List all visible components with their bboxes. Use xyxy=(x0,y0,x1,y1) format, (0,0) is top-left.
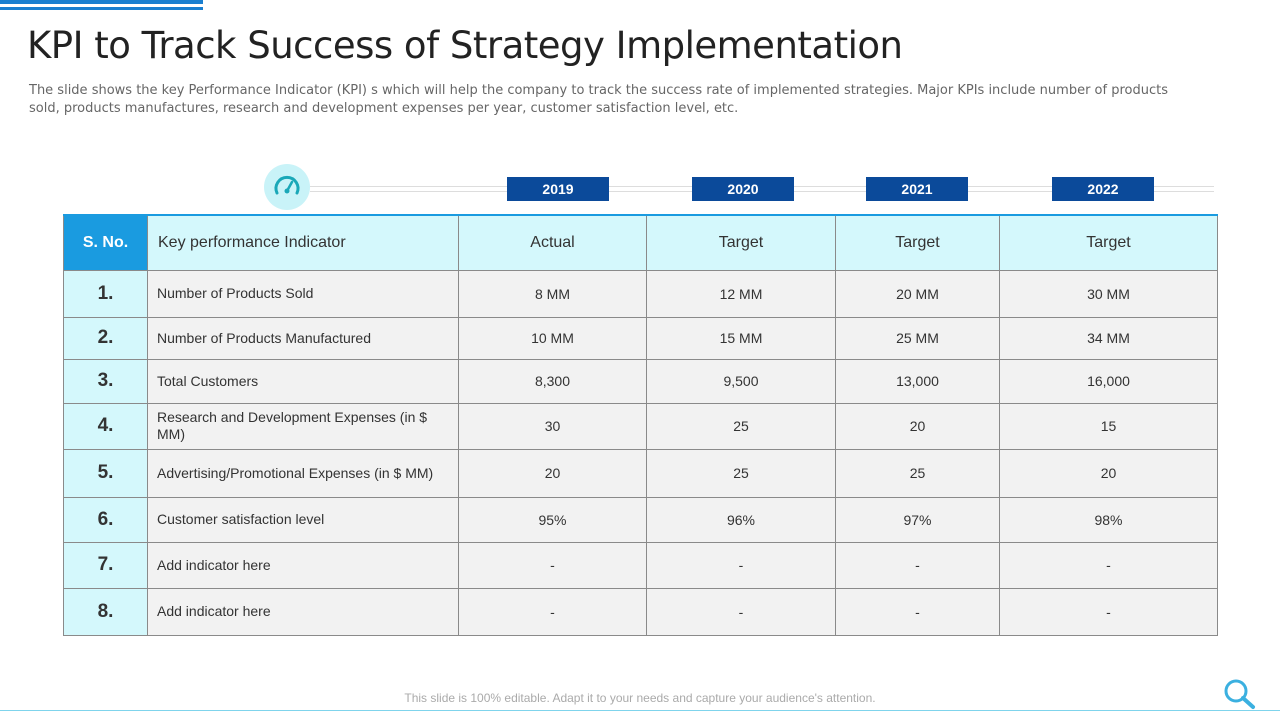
table-row: 6. Customer satisfaction level 95% 96% 9… xyxy=(63,496,1218,543)
cell-value: - xyxy=(646,541,836,589)
footer-divider xyxy=(0,710,1280,711)
table-row: 5. Advertising/Promotional Expenses (in … xyxy=(63,448,1218,498)
cell-value: 20 MM xyxy=(835,269,1000,318)
row-indicator: Advertising/Promotional Expenses (in $ M… xyxy=(147,448,459,498)
cell-value: 25 xyxy=(646,402,836,450)
header-target-2020: Target xyxy=(646,214,836,271)
top-accent-bar xyxy=(0,0,203,4)
row-indicator: Research and Development Expenses (in $ … xyxy=(147,402,459,450)
row-indicator: Add indicator here xyxy=(147,587,459,636)
year-badge-2022: 2022 xyxy=(1052,177,1154,201)
row-number: 2. xyxy=(63,316,148,360)
cell-value: 20 xyxy=(835,402,1000,450)
row-indicator: Number of Products Sold xyxy=(147,269,459,318)
table-row: 2. Number of Products Manufactured 10 MM… xyxy=(63,316,1218,360)
cell-value: 30 xyxy=(458,402,647,450)
table-row: 3. Total Customers 8,300 9,500 13,000 16… xyxy=(63,358,1218,404)
slide-title: KPI to Track Success of Strategy Impleme… xyxy=(27,24,903,67)
magnifier-icon xyxy=(1222,678,1256,715)
header-indicator: Key performance Indicator xyxy=(147,214,459,271)
footer-note: This slide is 100% editable. Adapt it to… xyxy=(404,691,876,705)
row-number: 8. xyxy=(63,587,148,636)
cell-value: 10 MM xyxy=(458,316,647,360)
cell-value: 25 xyxy=(646,448,836,498)
slide-subtitle: The slide shows the key Performance Indi… xyxy=(29,83,1168,116)
table-row: 8. Add indicator here - - - - xyxy=(63,587,1218,636)
cell-value: 95% xyxy=(458,496,647,543)
row-indicator: Total Customers xyxy=(147,358,459,404)
row-indicator: Customer satisfaction level xyxy=(147,496,459,543)
kpi-table: S. No. Key performance Indicator Actual … xyxy=(63,214,1218,636)
table-row: 7. Add indicator here - - - - xyxy=(63,541,1218,589)
cell-value: - xyxy=(458,587,647,636)
row-number: 6. xyxy=(63,496,148,543)
cell-value: 12 MM xyxy=(646,269,836,318)
cell-value: 98% xyxy=(999,496,1218,543)
header-target-2022: Target xyxy=(999,214,1218,271)
header-target-2021: Target xyxy=(835,214,1000,271)
cell-value: 20 xyxy=(458,448,647,498)
cell-value: 30 MM xyxy=(999,269,1218,318)
top-accent-bar-thin xyxy=(0,7,203,10)
cell-value: 25 MM xyxy=(835,316,1000,360)
speedometer-icon xyxy=(264,164,310,210)
cell-value: - xyxy=(646,587,836,636)
cell-value: 16,000 xyxy=(999,358,1218,404)
row-indicator: Number of Products Manufactured xyxy=(147,316,459,360)
cell-value: 13,000 xyxy=(835,358,1000,404)
cell-value: 15 MM xyxy=(646,316,836,360)
cell-value: 20 xyxy=(999,448,1218,498)
cell-value: - xyxy=(835,541,1000,589)
row-number: 5. xyxy=(63,448,148,498)
cell-value: 25 xyxy=(835,448,1000,498)
row-number: 7. xyxy=(63,541,148,589)
cell-value: 96% xyxy=(646,496,836,543)
cell-value: 97% xyxy=(835,496,1000,543)
row-number: 4. xyxy=(63,402,148,450)
cell-value: - xyxy=(999,587,1218,636)
cell-value: - xyxy=(999,541,1218,589)
header-serial-number: S. No. xyxy=(63,214,148,271)
cell-value: 8,300 xyxy=(458,358,647,404)
table-header-row: S. No. Key performance Indicator Actual … xyxy=(63,214,1218,271)
cell-value: 8 MM xyxy=(458,269,647,318)
row-number: 1. xyxy=(63,269,148,318)
cell-value: 34 MM xyxy=(999,316,1218,360)
cell-value: - xyxy=(458,541,647,589)
year-badge-2020: 2020 xyxy=(692,177,794,201)
row-indicator: Add indicator here xyxy=(147,541,459,589)
cell-value: 9,500 xyxy=(646,358,836,404)
table-row: 1. Number of Products Sold 8 MM 12 MM 20… xyxy=(63,269,1218,318)
table-row: 4. Research and Development Expenses (in… xyxy=(63,402,1218,450)
row-number: 3. xyxy=(63,358,148,404)
header-actual-2019: Actual xyxy=(458,214,647,271)
cell-value: 15 xyxy=(999,402,1218,450)
cell-value: - xyxy=(835,587,1000,636)
year-badge-2021: 2021 xyxy=(866,177,968,201)
year-badge-2019: 2019 xyxy=(507,177,609,201)
